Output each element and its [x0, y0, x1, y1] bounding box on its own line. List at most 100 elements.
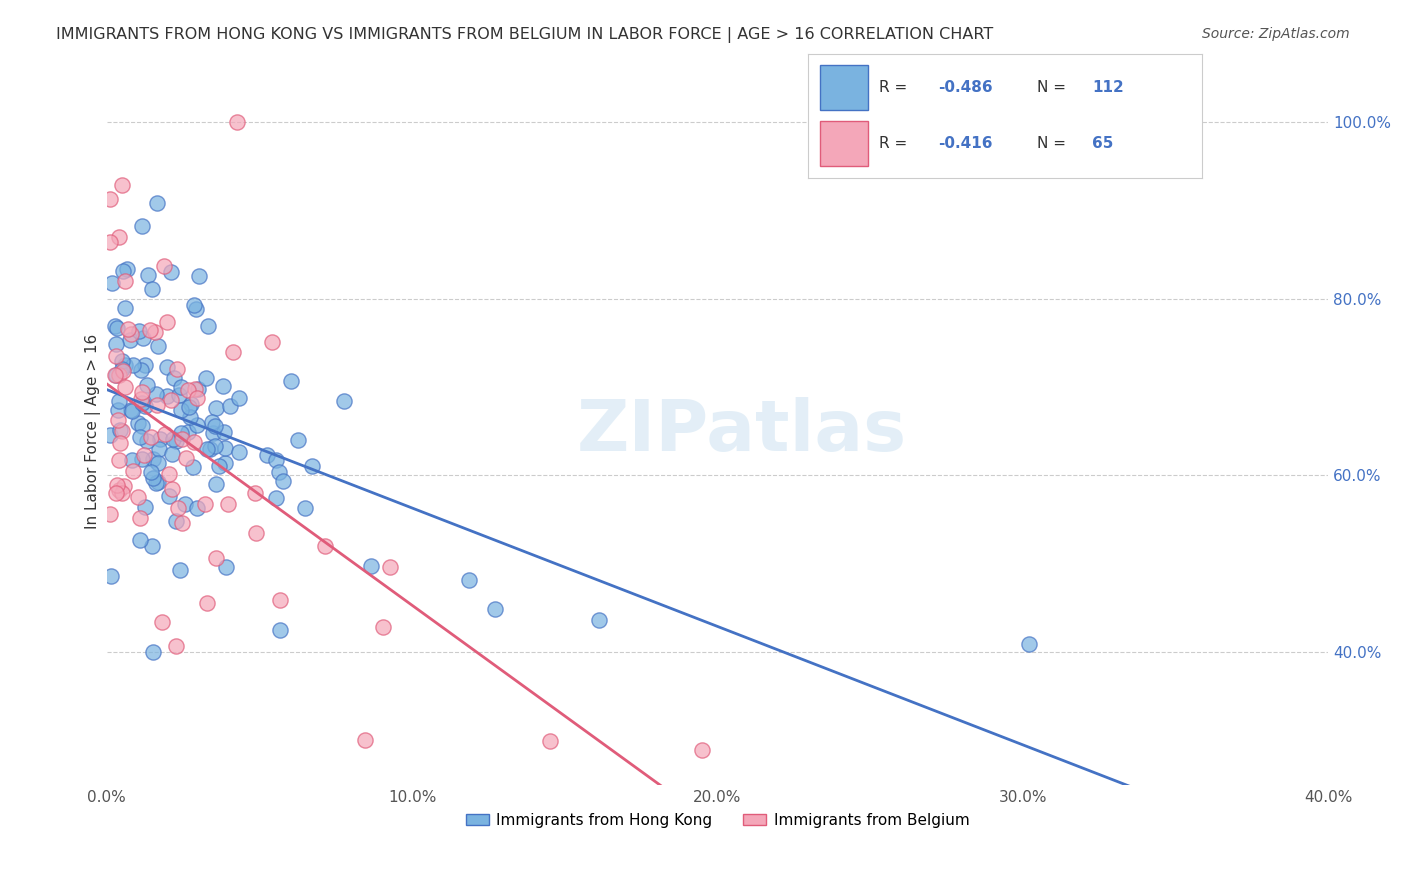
Point [139, 322, 162, 336]
Point [484, 602, 506, 616]
Point [146, 339, 169, 353]
FancyBboxPatch shape [820, 121, 868, 166]
Point [121, 464, 143, 478]
Text: N =: N = [1036, 136, 1070, 151]
Point [186, 301, 208, 316]
Point [155, 315, 177, 329]
Point [107, 394, 129, 409]
Point [152, 259, 174, 273]
Point [149, 432, 172, 446]
Point [105, 486, 128, 500]
Text: R =: R = [879, 136, 912, 151]
Point [165, 434, 187, 448]
Point [160, 393, 183, 408]
Point [122, 358, 145, 372]
Point [204, 418, 226, 433]
Point [204, 477, 226, 491]
Point [204, 439, 226, 453]
Point [134, 500, 156, 514]
Point [111, 425, 134, 439]
Point [120, 403, 142, 417]
Point [215, 560, 238, 574]
Point [111, 362, 134, 376]
Point [111, 364, 134, 378]
Point [269, 593, 291, 607]
Point [163, 371, 186, 385]
Text: Source: ZipAtlas.com: Source: ZipAtlas.com [1202, 27, 1350, 41]
Point [162, 433, 184, 447]
Point [129, 392, 152, 406]
Point [188, 269, 211, 284]
Point [165, 639, 187, 653]
Point [131, 396, 153, 410]
Point [353, 733, 375, 747]
Text: 112: 112 [1092, 79, 1123, 95]
Point [129, 430, 152, 444]
Point [287, 433, 309, 447]
Point [131, 419, 153, 434]
Point [228, 392, 250, 406]
Point [183, 435, 205, 450]
Point [129, 363, 152, 377]
Point [108, 436, 131, 450]
Point [105, 320, 128, 334]
Point [127, 416, 149, 430]
Point [131, 331, 153, 345]
Point [169, 563, 191, 577]
Point [222, 345, 245, 359]
Text: ZIPatlas: ZIPatlas [576, 397, 907, 466]
Point [170, 379, 193, 393]
Point [200, 415, 222, 429]
Point [104, 319, 127, 334]
Point [170, 432, 193, 446]
Point [120, 326, 142, 341]
Point [129, 511, 152, 525]
Point [104, 337, 127, 351]
Point [457, 573, 479, 587]
Point [184, 382, 207, 396]
Point [141, 539, 163, 553]
Point [371, 620, 394, 634]
Point [141, 465, 163, 479]
Point [197, 442, 219, 457]
Point [159, 265, 181, 279]
Point [226, 114, 249, 128]
Point [107, 413, 129, 427]
Point [115, 262, 138, 277]
Text: -0.486: -0.486 [938, 79, 993, 95]
Text: R =: R = [879, 79, 912, 95]
Point [98, 192, 121, 206]
Point [114, 301, 136, 316]
Point [146, 196, 169, 211]
Point [269, 623, 291, 637]
Point [690, 742, 713, 756]
Point [204, 550, 226, 565]
Point [214, 441, 236, 455]
Point [105, 478, 128, 492]
Point [157, 467, 180, 482]
Point [333, 393, 356, 408]
Point [166, 362, 188, 376]
Point [273, 475, 295, 489]
Point [98, 507, 121, 521]
Point [228, 445, 250, 459]
Text: N =: N = [1036, 79, 1070, 95]
Text: 65: 65 [1092, 136, 1114, 151]
Point [146, 456, 169, 470]
FancyBboxPatch shape [820, 65, 868, 110]
Point [167, 387, 190, 401]
Point [153, 426, 176, 441]
Point [117, 322, 139, 336]
Point [139, 429, 162, 443]
Point [131, 385, 153, 400]
Point [166, 501, 188, 516]
Point [195, 596, 218, 610]
Point [111, 264, 134, 278]
Point [170, 403, 193, 417]
Point [162, 447, 184, 461]
Point [245, 526, 267, 541]
Point [217, 496, 239, 510]
Point [136, 378, 159, 392]
Point [156, 389, 179, 403]
Point [262, 335, 284, 350]
